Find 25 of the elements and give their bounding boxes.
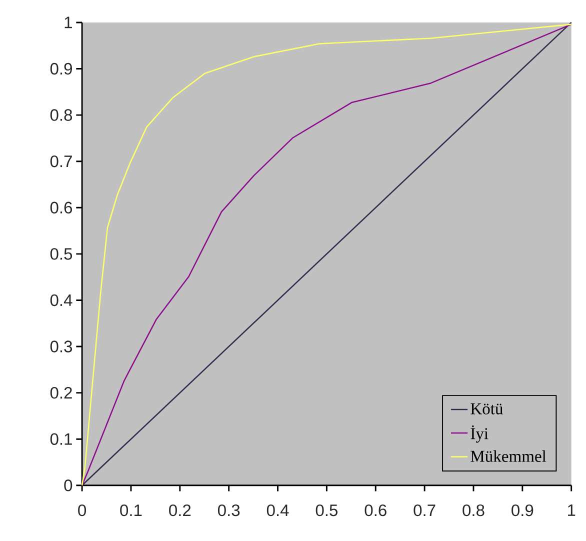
x-tick-label: 1 [568,504,576,516]
y-tick-label: 0.6 [50,202,72,214]
x-tick-label: 0.8 [462,504,484,516]
x-tick-label: 0.1 [120,504,142,516]
y-tick-label: 0.4 [50,294,72,306]
y-tick-label: 0.9 [50,62,72,75]
legend-label: İyi [470,425,488,443]
y-tick-label: 0 [64,480,72,492]
legend-label: Mükemmel [470,450,546,462]
x-tick-label: 0.5 [316,504,338,516]
y-tick-label: 0.8 [50,109,72,121]
y-tick-label: 0.2 [50,386,72,399]
y-tick-label: 0.5 [50,248,72,260]
x-tick-label: 0.2 [169,504,191,516]
x-tick-label: 0.6 [364,504,386,516]
x-tick-label: 0.9 [512,504,534,516]
x-tick-label: 0.4 [266,504,289,516]
y-tick-label: 0.1 [50,433,72,445]
x-tick-label: 0.3 [218,504,240,516]
y-tick-label: 0.3 [50,340,72,352]
x-tick-label: 0.7 [414,504,436,516]
y-tick-label: 1 [64,16,72,28]
x-tick-label: 0 [78,504,86,516]
legend-label: Kötü [470,403,503,414]
y-tick-label: 0.7 [50,155,72,168]
